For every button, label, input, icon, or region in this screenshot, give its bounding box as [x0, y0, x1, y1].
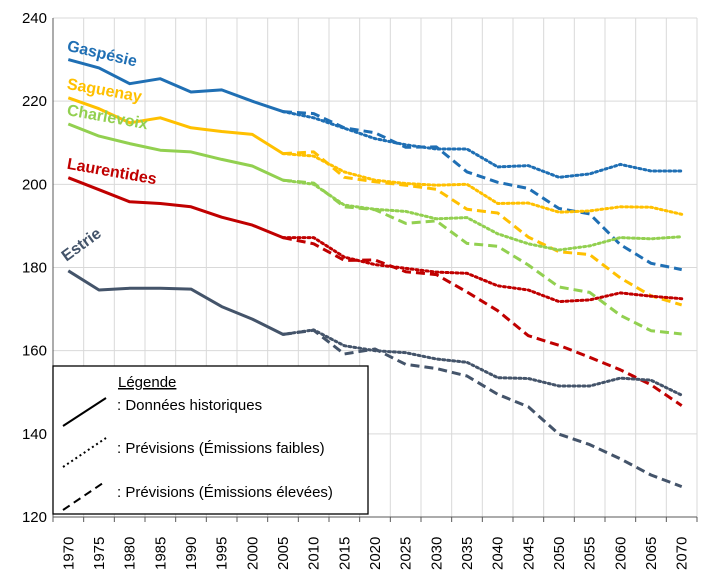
x-tick-label: 2055: [582, 537, 599, 570]
x-tick-label: 2015: [336, 537, 353, 570]
x-tick-label: 1970: [60, 537, 77, 570]
y-tick-label: 160: [22, 343, 47, 360]
legend-high-label: : Prévisions (Émissions élevées): [117, 484, 333, 501]
legend-low-swatch: [62, 437, 107, 468]
legend-high-swatch: [62, 480, 107, 511]
series-label-gaspsie: Gaspésie: [65, 38, 138, 71]
series-lines: [67, 58, 684, 489]
laurentides-low-emissions-line: [281, 236, 684, 304]
x-tick-label: 1980: [122, 537, 139, 570]
x-tick-label: 2070: [674, 537, 691, 570]
legend-title: Légende: [118, 374, 176, 391]
estrie-historical-line: [67, 269, 284, 336]
x-tick-label: 2030: [428, 537, 445, 570]
series-label-estrie: Estrie: [59, 225, 105, 265]
y-tick-label: 240: [22, 10, 47, 27]
legend: Légende : Données historiques : Prévisio…: [52, 365, 369, 515]
saguenay-high-emissions-line: [282, 150, 683, 307]
x-tick-label: 2065: [643, 537, 660, 570]
estrie-low-emissions-line: [281, 328, 684, 397]
legend-low-label: : Prévisions (Émissions faibles): [117, 440, 325, 457]
estrie-high-emissions-line: [282, 328, 683, 489]
x-tick-label: 2060: [612, 537, 629, 570]
y-tick-label: 120: [22, 509, 47, 526]
laurentides-high-emissions-line: [282, 236, 683, 407]
legend-historical-swatch: [62, 397, 107, 427]
y-tick-label: 220: [22, 93, 47, 110]
gaspsie-low-emissions-line: [281, 110, 684, 179]
legend-box: [52, 365, 369, 515]
x-axis-ticks: 1970 1975 1980 1985 1990 1995 2000 2005 2010 2015…: [60, 537, 690, 570]
laurentides-historical-line: [67, 176, 284, 239]
x-tick-label: 1990: [183, 537, 200, 570]
charlevoix-historical-line: [67, 122, 284, 182]
y-tick-label: 200: [22, 176, 47, 193]
x-tick-label: 1975: [91, 537, 108, 570]
x-tick-label: 2000: [244, 537, 261, 570]
x-tick-label: 2020: [367, 537, 384, 570]
x-tick-label: 2045: [520, 537, 537, 570]
charlevoix-high-emissions-line: [282, 178, 682, 336]
y-tick-label: 140: [22, 426, 47, 443]
x-tick-label: 1985: [152, 537, 169, 570]
x-tick-label: 2040: [490, 537, 507, 570]
saguenay-low-emissions-line: [281, 152, 684, 216]
x-tick-label: 2025: [398, 537, 415, 570]
x-tick-label: 1995: [214, 537, 231, 570]
legend-historical-label: : Données historiques: [117, 397, 262, 414]
x-tick-label: 2035: [459, 537, 476, 570]
gaspsie-historical-line: [67, 58, 284, 114]
x-tick-label: 2005: [275, 537, 292, 570]
y-axis-ticks: 120 140 160 180 200 220 240: [22, 10, 47, 526]
saguenay-historical-line: [67, 96, 284, 155]
y-tick-label: 180: [22, 260, 47, 277]
x-tick-label: 2010: [306, 537, 323, 570]
x-tick-label: 2050: [551, 537, 568, 570]
